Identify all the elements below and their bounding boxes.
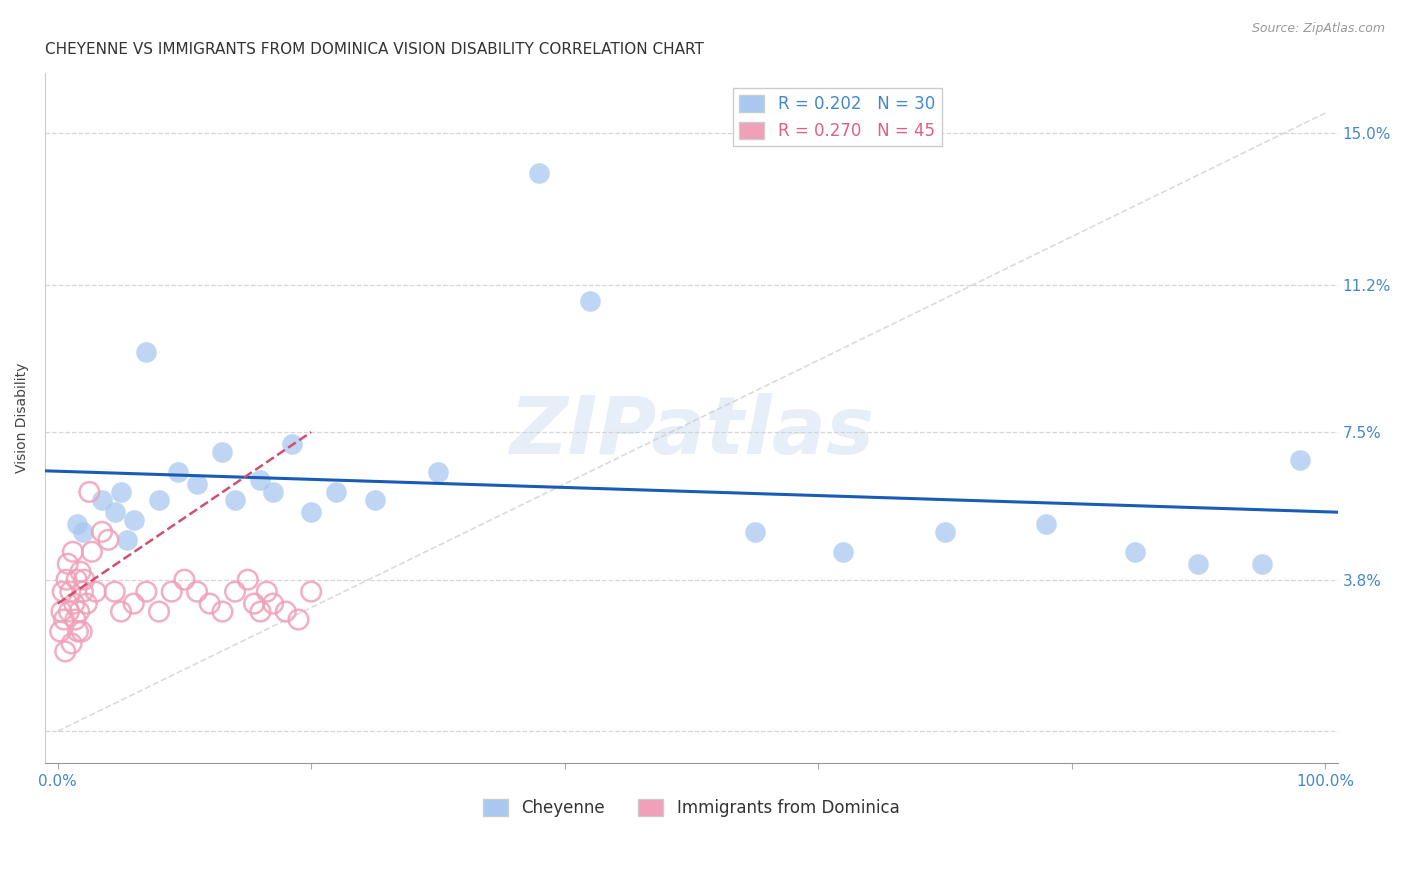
Point (426, 465, 449, 479)
Point (186, 584, 208, 599)
Text: Source: ZipAtlas.com: Source: ZipAtlas.com (1251, 22, 1385, 36)
Point (104, 584, 127, 599)
Point (832, 545, 855, 559)
Point (65, 613, 87, 627)
Point (249, 473, 271, 487)
Point (1123, 545, 1146, 559)
Point (224, 584, 246, 599)
Point (160, 584, 183, 599)
Point (1035, 516, 1057, 531)
Point (281, 437, 304, 451)
Y-axis label: Vision Disability: Vision Disability (15, 363, 30, 474)
Point (72, 524, 94, 539)
Point (80, 545, 103, 559)
Point (135, 584, 157, 599)
Point (167, 465, 190, 479)
Point (148, 492, 170, 507)
Point (51, 605, 73, 619)
Legend: Cheyenne, Immigrants from Dominica: Cheyenne, Immigrants from Dominica (477, 792, 907, 824)
Point (299, 505, 322, 519)
Point (579, 293, 602, 308)
Point (262, 485, 284, 500)
Point (236, 573, 259, 587)
Point (243, 597, 266, 611)
Point (135, 345, 157, 359)
Point (91, 492, 114, 507)
Point (67, 605, 90, 619)
Point (66, 516, 89, 531)
Point (256, 584, 278, 599)
Point (52, 584, 75, 599)
Point (211, 605, 233, 619)
Point (325, 485, 347, 500)
Point (110, 485, 132, 500)
Point (186, 477, 208, 491)
Point (49, 624, 72, 639)
Point (274, 605, 297, 619)
Point (249, 605, 271, 619)
Point (934, 524, 956, 539)
Point (66, 624, 89, 639)
Point (1250, 557, 1272, 571)
Point (66, 573, 89, 587)
Point (91, 524, 114, 539)
Point (53, 613, 76, 627)
Point (299, 584, 322, 599)
Point (1187, 557, 1209, 571)
Point (60, 636, 83, 650)
Point (363, 492, 385, 507)
Point (55, 573, 77, 587)
Point (79, 485, 101, 500)
Point (224, 492, 246, 507)
Point (287, 613, 309, 627)
Point (97, 533, 120, 547)
Point (744, 524, 766, 539)
Point (198, 597, 221, 611)
Point (53, 644, 76, 658)
Point (529, 166, 551, 180)
Point (110, 605, 132, 619)
Point (63, 597, 86, 611)
Point (69, 565, 91, 579)
Point (173, 573, 195, 587)
Point (1288, 453, 1310, 467)
Point (73, 573, 96, 587)
Point (211, 445, 233, 459)
Point (122, 513, 145, 527)
Point (84, 584, 107, 599)
Point (72, 584, 94, 599)
Point (117, 533, 139, 547)
Point (262, 597, 284, 611)
Point (56, 557, 79, 571)
Point (70, 624, 93, 639)
Text: ZIPatlas: ZIPatlas (509, 393, 875, 471)
Point (148, 605, 170, 619)
Text: CHEYENNE VS IMMIGRANTS FROM DOMINICA VISION DISABILITY CORRELATION CHART: CHEYENNE VS IMMIGRANTS FROM DOMINICA VIS… (45, 42, 704, 57)
Point (58, 605, 80, 619)
Point (76, 597, 98, 611)
Point (122, 597, 145, 611)
Point (104, 505, 127, 519)
Point (59, 584, 82, 599)
Point (62, 545, 84, 559)
